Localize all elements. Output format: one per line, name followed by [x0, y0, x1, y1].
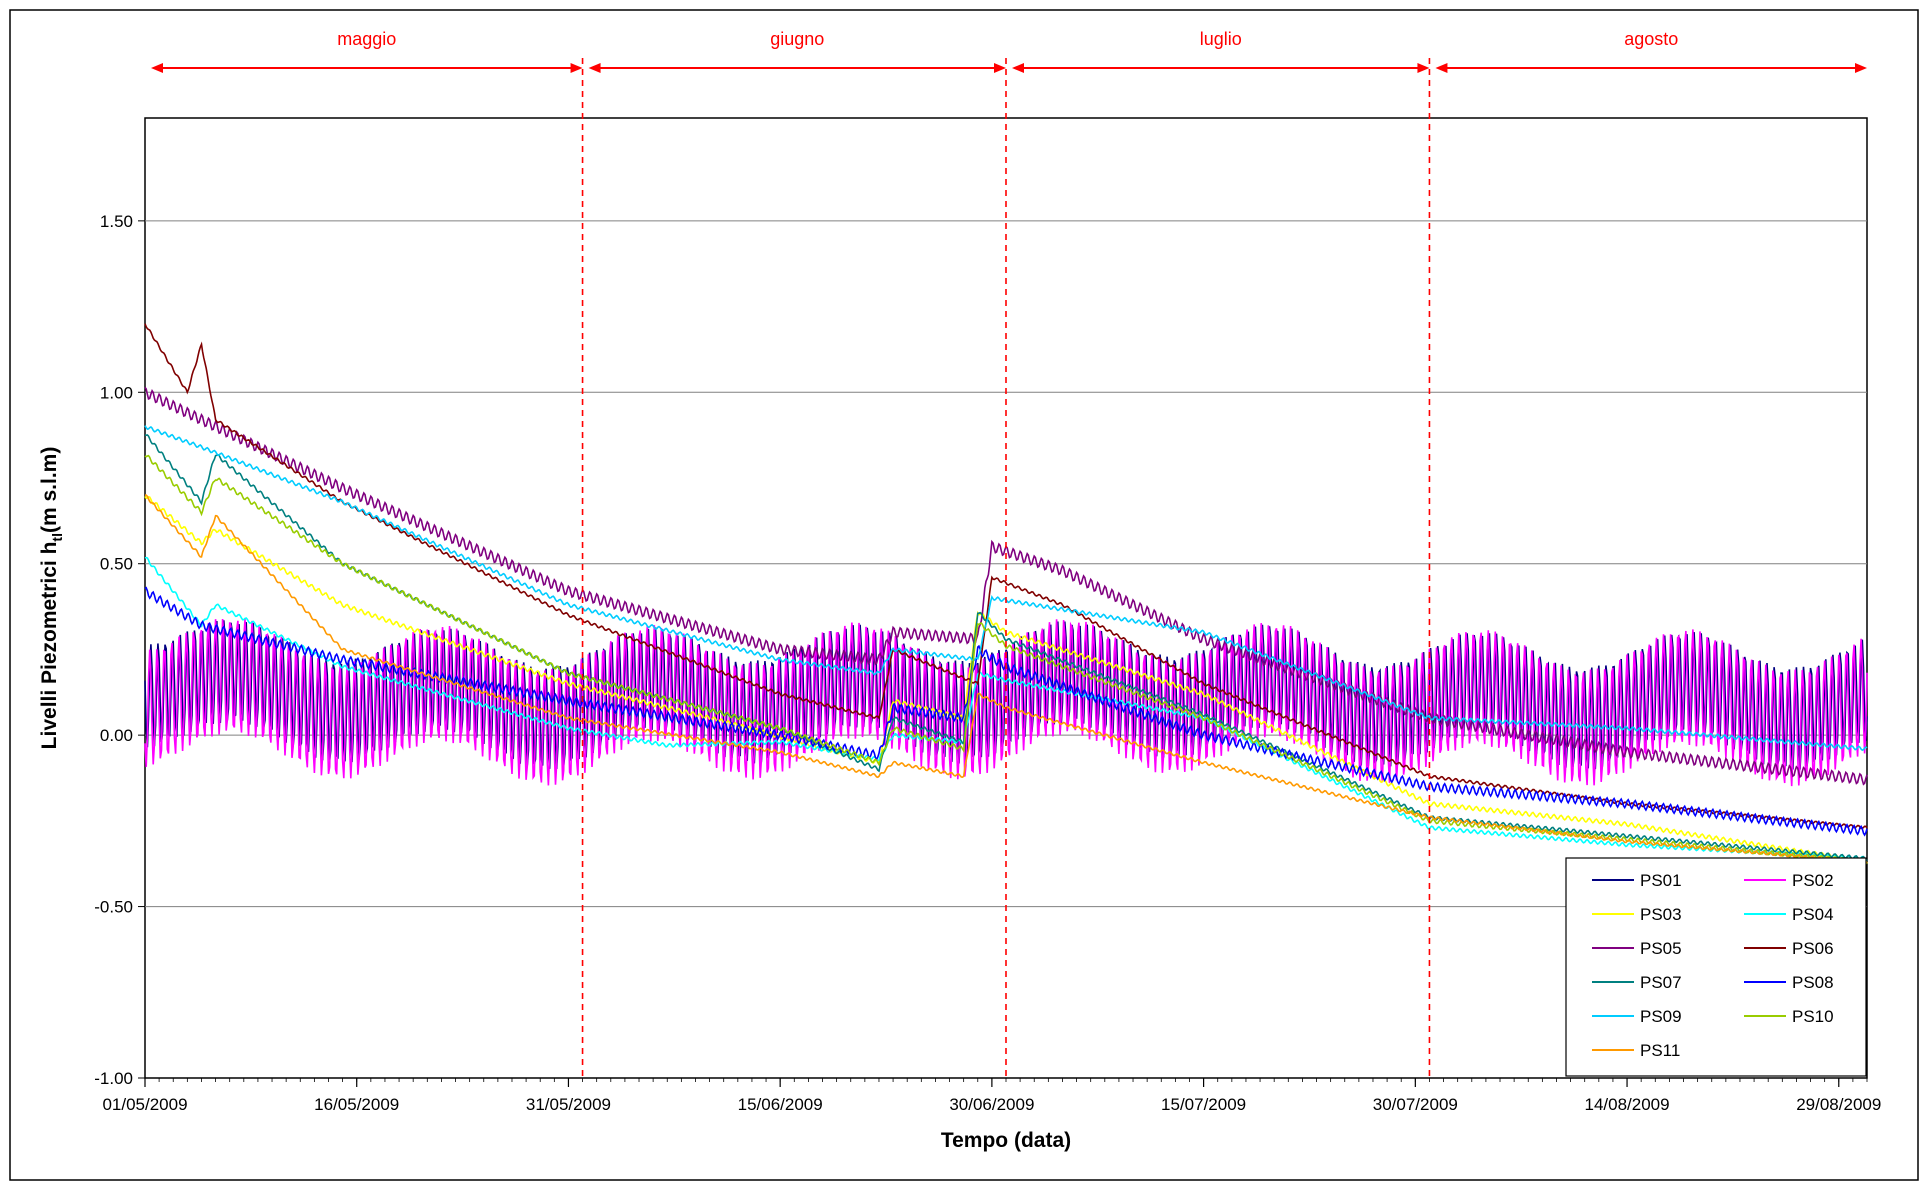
- legend-entry-ps04: PS04: [1792, 905, 1834, 924]
- y-tick-label: 1.00: [100, 383, 133, 402]
- arrowhead-left: [1435, 63, 1448, 73]
- legend-entry-ps09: PS09: [1640, 1007, 1682, 1026]
- y-tick-label: 0.00: [100, 726, 133, 745]
- y-axis-label: Livelli Piezometrici htl(m s.l.m): [38, 447, 65, 750]
- legend-entry-ps08: PS08: [1792, 973, 1834, 992]
- x-tick-label: 01/05/2009: [102, 1095, 187, 1114]
- arrowhead-right: [994, 63, 1006, 73]
- y-axis-label-unit: (m s.l.m): [38, 447, 61, 533]
- legend-entry-ps01: PS01: [1640, 871, 1682, 890]
- legend-entry-ps05: PS05: [1640, 939, 1682, 958]
- x-tick-label: 14/08/2009: [1585, 1095, 1670, 1114]
- x-tick-label: 29/08/2009: [1796, 1095, 1881, 1114]
- y-axis-label-main: Livelli Piezometrici h: [38, 542, 61, 750]
- x-tick-label: 15/06/2009: [738, 1095, 823, 1114]
- y-axis-label-sub: tl: [49, 533, 65, 542]
- month-label: giugno: [770, 29, 824, 49]
- x-tick-label: 15/07/2009: [1161, 1095, 1246, 1114]
- month-annotations: maggio giugno luglio agosto: [151, 29, 1867, 1078]
- legend-entry-ps10: PS10: [1792, 1007, 1834, 1026]
- x-tick-label: 31/05/2009: [526, 1095, 611, 1114]
- legend-entry-ps11: PS11: [1640, 1041, 1680, 1060]
- arrowhead-left: [1012, 63, 1024, 73]
- legend-entry-ps02: PS02: [1792, 871, 1834, 890]
- series-line-ps04: [144, 556, 1868, 862]
- legend-entry-ps03: PS03: [1640, 905, 1682, 924]
- legend-box: [1565, 857, 1867, 1077]
- axes: -1.00 -0.50 0.00 0.50 1.00 1.50 01/05/2009 16/0…: [94, 212, 1881, 1114]
- month-label: agosto: [1624, 29, 1678, 49]
- arrowhead-left: [588, 63, 601, 73]
- arrowhead-left: [151, 63, 163, 73]
- x-axis-label: Tempo (data): [941, 1129, 1071, 1152]
- arrowhead-right: [1417, 63, 1430, 73]
- arrowhead-right: [570, 63, 583, 73]
- x-tick-label: 30/06/2009: [949, 1095, 1034, 1114]
- x-tick-label: 16/05/2009: [314, 1095, 399, 1114]
- y-tick-label: -0.50: [94, 898, 133, 917]
- y-tick-label: 0.50: [100, 555, 133, 574]
- legend-entry-ps06: PS06: [1792, 939, 1834, 958]
- y-tick-label: 1.50: [100, 212, 133, 231]
- arrowhead-right: [1855, 63, 1867, 73]
- month-label: maggio: [337, 29, 396, 49]
- x-tick-label: 30/07/2009: [1373, 1095, 1458, 1114]
- month-label: luglio: [1200, 29, 1242, 49]
- legend-entry-ps07: PS07: [1640, 973, 1682, 992]
- legend: PS01 PS02 PS03 PS04 PS05 PS06 PS07 PS08 PS09 PS10…: [1565, 857, 1867, 1077]
- y-tick-label: -1.00: [94, 1069, 133, 1088]
